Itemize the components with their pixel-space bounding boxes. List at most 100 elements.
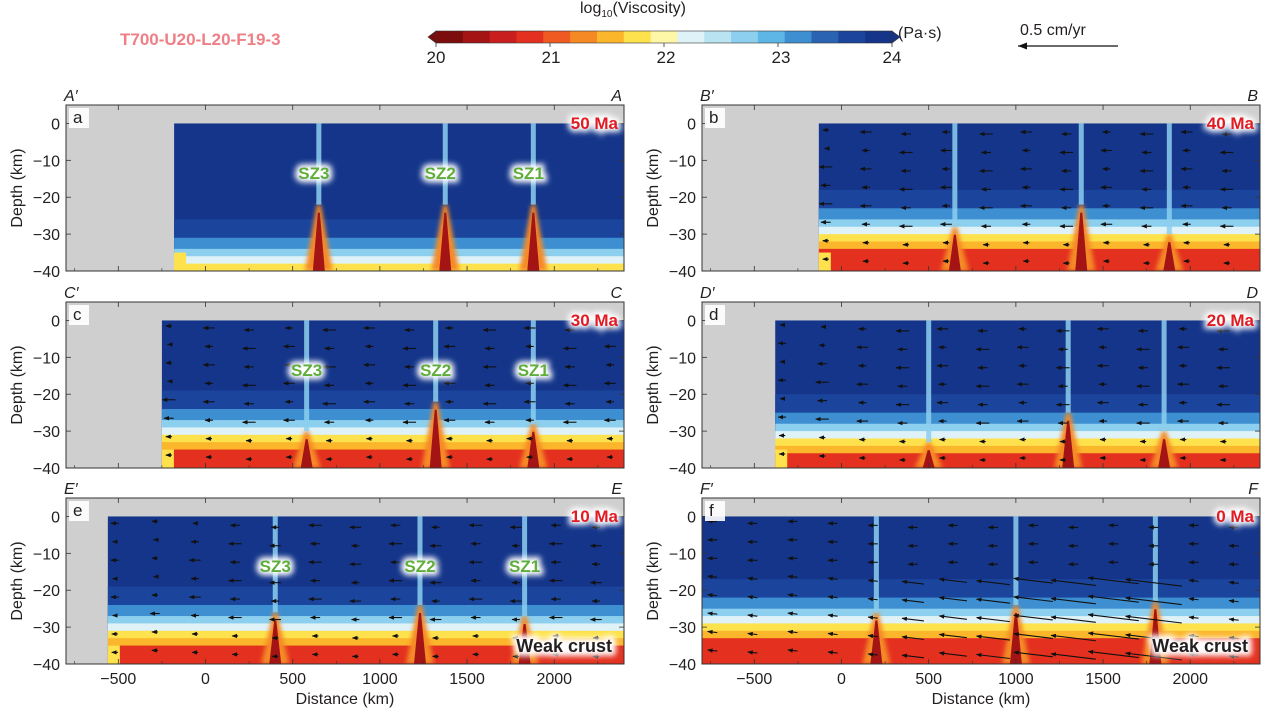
y-tick-label: −20: [33, 583, 60, 600]
velocity-arrow: [938, 614, 967, 620]
panel-letter-bg: [705, 501, 725, 521]
colorbar-tick-label: 22: [656, 48, 676, 67]
panel-frame: [65, 104, 625, 272]
age-label-glow: 0 Ma: [1216, 507, 1254, 526]
velocity-arrow: [1124, 614, 1182, 624]
weak-zone-core: [300, 439, 313, 468]
age-label-glow: 30 Ma: [571, 311, 619, 330]
velocity-arrow: [747, 650, 758, 655]
velocity-arrow: [787, 648, 798, 653]
shear-zone-label: SZ2: [425, 164, 456, 183]
velocity-arrow: [1050, 615, 1096, 623]
domain-edge: [174, 252, 187, 271]
velocity-arrow: [827, 594, 838, 600]
velocity-arrow: [827, 613, 838, 618]
panel-letter: b: [709, 108, 718, 127]
x-tick-label: 500: [915, 671, 942, 688]
velocity-arrow: [975, 634, 1010, 641]
age-label: 0 Ma: [1216, 507, 1254, 526]
colorbar-segment: [704, 31, 732, 43]
velocity-arrow: [867, 578, 878, 583]
profile-end-label: D: [1246, 285, 1258, 302]
weak-zone-core: [527, 212, 540, 271]
velocity-arrow: [1013, 576, 1053, 584]
weak-zone-core: [1062, 420, 1075, 468]
x-tick-label: 0: [837, 671, 846, 688]
y-axis-label: Depth (km): [9, 345, 26, 424]
colorbar-title-base: log: [580, 0, 602, 17]
weak-zone-core: [518, 624, 531, 664]
shear-zone-label: SZ1: [513, 164, 544, 183]
annotation-label: Weak crust: [516, 636, 612, 656]
colorbar-segment: [865, 31, 893, 43]
colorbar: [427, 30, 901, 47]
velocity-arrow: [867, 633, 878, 639]
y-tick-label: −20: [33, 387, 60, 404]
age-label: 50 Ma: [571, 114, 619, 133]
shear-zone-label-glow: SZ3: [291, 361, 322, 380]
weak-zone-shaft: [417, 516, 423, 605]
velocity-arrow: [1087, 594, 1139, 603]
age-label-glow: 10 Ma: [571, 507, 619, 526]
velocity-arrow: [938, 632, 967, 639]
velocity-arrow: [707, 574, 718, 579]
weak-zone-core: [922, 450, 935, 468]
panel-letter-bg: [705, 305, 725, 325]
shear-zone-label-glow: SZ2: [425, 164, 456, 183]
velocity-arrow: [901, 653, 925, 659]
colorbar-unit: (Pa·s): [898, 25, 942, 42]
velocity-arrow: [975, 579, 1010, 586]
weak-zone-shaft: [1166, 123, 1172, 235]
panel-letter-bg: [69, 501, 89, 521]
y-tick-label: −40: [33, 264, 60, 281]
age-label: 40 Ma: [1207, 114, 1255, 133]
y-tick-label: 0: [51, 313, 60, 330]
weak-zone-core: [269, 620, 282, 664]
velocity-arrow: [1087, 631, 1139, 640]
y-axis-label: Depth (km): [9, 148, 26, 227]
domain-edge: [161, 449, 174, 468]
colorbar-tick-label: 23: [771, 48, 791, 67]
velocity-arrow: [1050, 596, 1096, 605]
colorbar-segment: [462, 31, 491, 43]
x-tick-label: 2000: [1172, 671, 1208, 688]
weak-zone-shaft: [530, 320, 536, 424]
y-tick-label: −40: [669, 461, 696, 478]
y-tick-label: −40: [669, 657, 696, 674]
panel-letter-bg: [705, 108, 725, 128]
weak-zone-shaft: [926, 320, 932, 443]
weak-zone-core: [1163, 242, 1176, 271]
x-tick-label: 1500: [1085, 671, 1121, 688]
velocity-arrow: [901, 579, 925, 585]
weak-zone-shaft: [952, 123, 958, 227]
y-tick-label: −10: [669, 350, 696, 367]
colorbar-segment: [516, 31, 544, 43]
colorbar-title-sub: 10: [601, 9, 613, 21]
velocity-arrow: [1188, 652, 1199, 657]
viscosity-layer: [174, 263, 624, 271]
velocity-arrow: [1188, 578, 1199, 583]
panel-letter: f: [709, 501, 714, 520]
velocity-arrow: [867, 652, 878, 657]
velocity-arrow: [1087, 576, 1139, 585]
weak-zone-shaft: [522, 516, 528, 617]
y-tick-label: −10: [669, 153, 696, 170]
velocity-arrow: [1124, 651, 1182, 661]
colorbar-segment: [677, 31, 705, 43]
y-tick-label: −30: [669, 227, 696, 244]
shear-zone-label: SZ1: [518, 361, 549, 380]
colorbar-tick-label: 20: [426, 48, 446, 67]
weak-zone-shaft: [1161, 320, 1167, 432]
velocity-arrow: [787, 574, 798, 579]
shear-zone-label-glow: SZ2: [420, 361, 451, 380]
y-tick-label: 0: [687, 116, 696, 133]
velocity-arrow: [787, 592, 798, 598]
velocity-arrow: [827, 576, 838, 581]
y-tick-label: −30: [33, 227, 60, 244]
colorbar-title-rest: (Viscosity): [612, 0, 686, 17]
colorbar-segment: [757, 31, 786, 43]
weak-zone-shaft: [1078, 123, 1084, 205]
velocity-arrow: [867, 596, 878, 602]
